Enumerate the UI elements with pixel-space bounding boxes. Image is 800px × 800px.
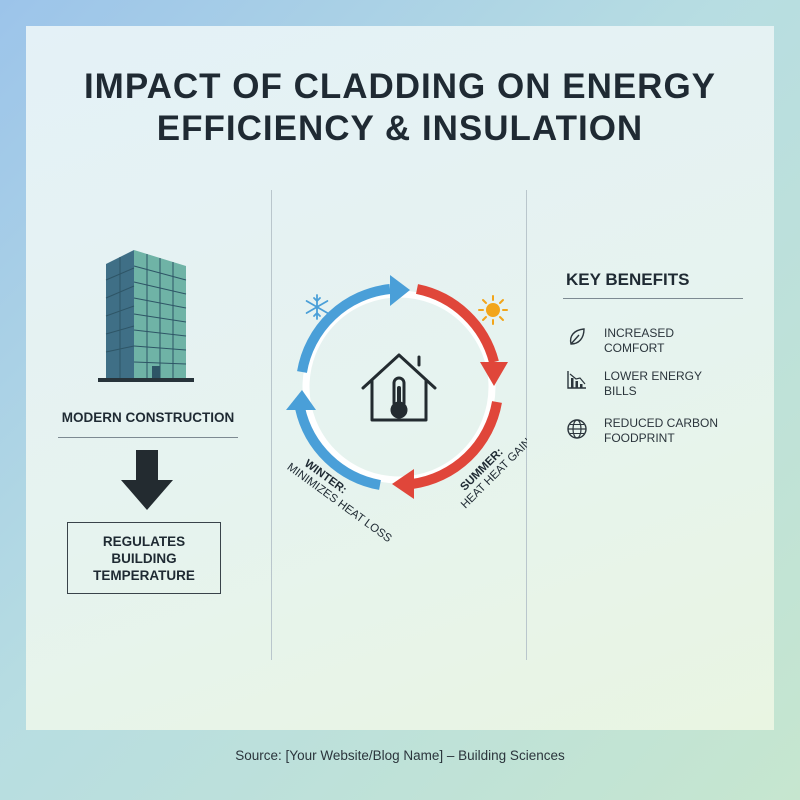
benefit-label: REDUCED CARBON FOODPRINT bbox=[604, 416, 719, 445]
globe-icon bbox=[567, 419, 587, 439]
energy-cycle-diagram: WINTER: MINIMIZES HEAT LOSS SUMMER: HEAT… bbox=[285, 275, 527, 542]
regulates-temperature-box: REGULATES BUILDING TEMPERATURE bbox=[67, 522, 221, 594]
column-divider-left bbox=[271, 190, 272, 660]
leaf-icon bbox=[569, 328, 585, 345]
snowflake-icon bbox=[305, 294, 329, 320]
page-title: IMPACT OF CLADDING ON ENERGY EFFICIENCY … bbox=[0, 66, 800, 150]
winter-arc bbox=[286, 275, 410, 490]
title-line-1: IMPACT OF CLADDING ON ENERGY bbox=[83, 67, 717, 106]
column-divider-right bbox=[526, 190, 527, 660]
svg-text:SUMMER: HEAT HEAT GAIN: SUMMER: HEAT HEAT GAIN bbox=[450, 427, 527, 511]
arrow-down-icon bbox=[121, 450, 173, 510]
house-thermometer-icon bbox=[361, 353, 437, 422]
title-line-2: EFFICIENCY & INSULATION bbox=[156, 109, 644, 148]
benefit-label: LOWER ENERGY BILLS bbox=[604, 369, 702, 398]
sun-icon bbox=[478, 295, 508, 325]
summer-arc bbox=[392, 284, 508, 499]
chart-down-icon bbox=[567, 371, 586, 389]
benefit-item-bills: LOWER ENERGY BILLS bbox=[566, 369, 734, 399]
right-divider bbox=[563, 298, 743, 299]
key-benefits-title: KEY BENEFITS bbox=[566, 270, 690, 289]
benefit-item-carbon: REDUCED CARBON FOODPRINT bbox=[566, 416, 734, 446]
left-divider bbox=[58, 437, 238, 438]
benefit-item-comfort: INCREASED COMFORT bbox=[566, 326, 734, 356]
benefit-label: INCREASED COMFORT bbox=[604, 326, 675, 355]
building-icon bbox=[98, 250, 194, 382]
modern-construction-label: MODERN CONSTRUCTION bbox=[61, 410, 235, 425]
source-caption: Source: [Your Website/Blog Name] – Build… bbox=[235, 748, 565, 763]
